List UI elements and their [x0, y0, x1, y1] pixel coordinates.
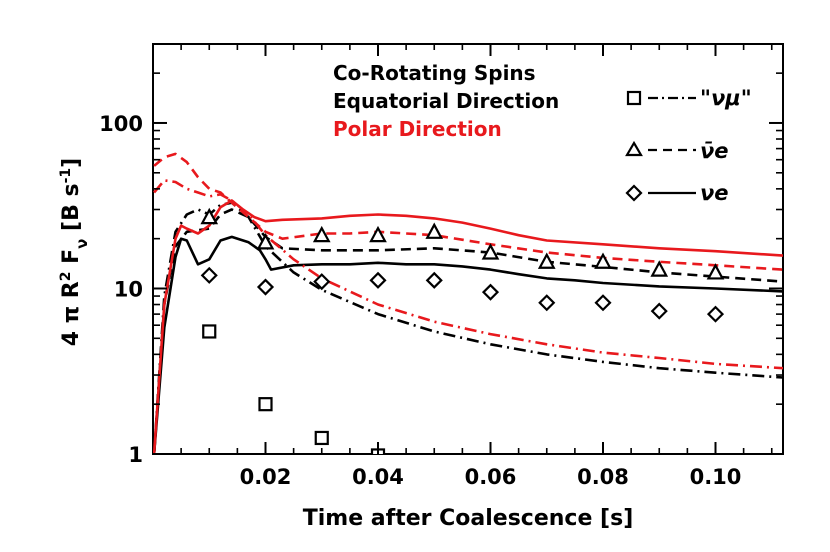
y-axis-title-sup2: -1 — [58, 168, 74, 184]
series-line-3 — [153, 199, 783, 454]
y-axis-title-sub: ν — [73, 239, 91, 249]
legend-label-nue: νe — [700, 181, 729, 205]
marker-diamond-2 — [313, 273, 331, 291]
tick-layer: 0.02 0.04 0.06 0.08 0.10 1 10 100 — [99, 43, 783, 489]
marker-triangle-7 — [594, 252, 612, 269]
series-line-2 — [153, 201, 783, 454]
legend-triangle-marker — [625, 140, 643, 157]
legend-diamond-marker — [625, 184, 643, 202]
marker-triangle-6 — [537, 252, 556, 269]
y-tick-label: 1 — [128, 443, 143, 467]
marker-diamond-8 — [650, 302, 668, 320]
series-line-5 — [153, 179, 783, 370]
plot-area: 0.02 0.04 0.06 0.08 0.10 1 10 100 — [99, 43, 784, 489]
y-tick-label: 10 — [114, 277, 143, 301]
legend-label-numu: "νμ" — [700, 86, 752, 110]
x-tick-label: 0.10 — [690, 465, 742, 489]
marker-triangle-9 — [706, 263, 725, 280]
annotation-equatorial: Equatorial Direction — [333, 89, 559, 113]
marker-triangle-0 — [200, 207, 219, 225]
marker-diamond-7 — [594, 294, 612, 312]
legend-label-anti-nue: ν̄e — [700, 139, 729, 163]
marker-triangle-5 — [481, 243, 500, 260]
marker-diamond-5 — [481, 283, 500, 301]
y-axis-title: 4 π R2 Fν [B s-1] — [58, 158, 91, 347]
marker-diamond-4 — [425, 271, 443, 289]
legend: "νμ" ν̄e νe — [625, 86, 752, 205]
series-line-4 — [153, 152, 783, 271]
x-tick-label: 0.04 — [352, 465, 404, 489]
marker-triangle-8 — [650, 260, 669, 277]
marker-diamond-9 — [706, 305, 725, 323]
series-line-1 — [153, 208, 783, 454]
series-layer — [153, 152, 783, 454]
marker-square-1 — [258, 397, 273, 412]
marker-diamond-1 — [256, 278, 275, 296]
marker-diamond-6 — [538, 294, 556, 312]
x-tick-label: 0.02 — [240, 465, 292, 489]
annotation-co-rotating: Co-Rotating Spins — [333, 61, 536, 85]
y-axis-title-prefix: 4 π R — [59, 281, 84, 346]
marker-triangle-2 — [312, 225, 331, 243]
annotation-polar: Polar Direction — [333, 117, 502, 141]
marker-square-0 — [202, 324, 217, 339]
x-axis-title: Time after Coalescence [s] — [303, 506, 634, 531]
series-line-0 — [153, 235, 783, 454]
annotation-block: Co-Rotating Spins Equatorial Direction P… — [333, 61, 559, 141]
y-axis-title-sup: 2 — [58, 272, 74, 282]
y-tick-label: 100 — [99, 112, 143, 136]
marker-diamond-3 — [369, 271, 387, 289]
marker-triangle-4 — [425, 222, 444, 239]
plot-frame — [152, 43, 784, 455]
marker-diamond-0 — [200, 266, 218, 284]
y-axis-title-close: ] — [59, 158, 84, 168]
y-axis-title-unit: [B s — [59, 183, 84, 238]
marker-triangle-1 — [256, 233, 275, 250]
y-axis-title-mid: F — [59, 249, 84, 272]
x-tick-label: 0.06 — [465, 465, 517, 489]
x-tick-label: 0.08 — [577, 465, 629, 489]
legend-square-marker — [626, 90, 642, 106]
marker-triangle-3 — [369, 225, 387, 243]
marker-layer — [200, 207, 725, 454]
marker-square-2 — [314, 430, 329, 446]
